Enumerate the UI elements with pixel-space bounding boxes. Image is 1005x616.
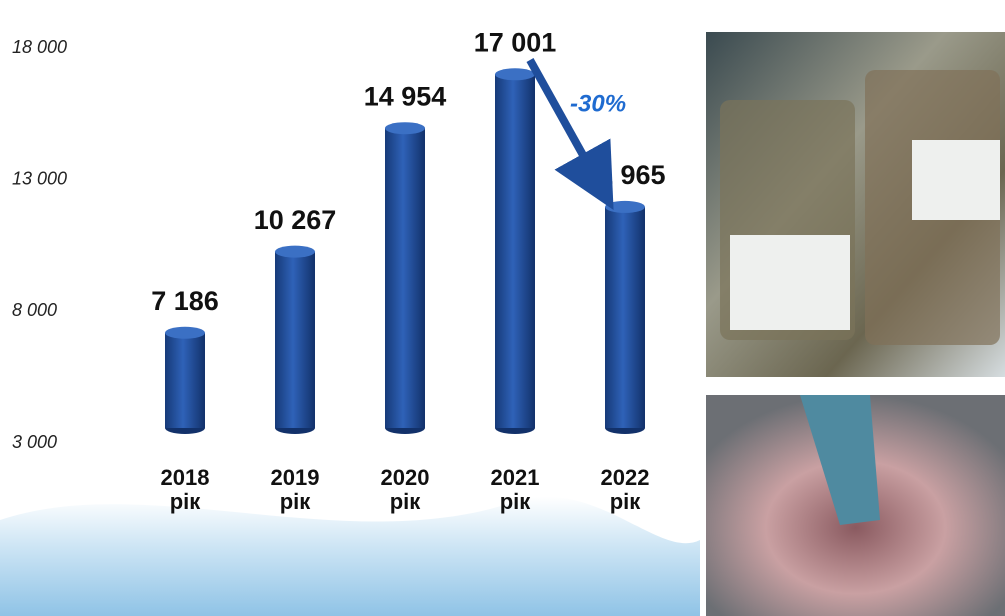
x-tick-label: 2018 рік <box>160 465 210 514</box>
x-tick-label: 2019 рік <box>270 465 320 514</box>
y-tick-label: 18 000 <box>12 37 67 57</box>
bar <box>385 128 425 428</box>
y-tick-label: 13 000 <box>12 168 67 188</box>
y-tick-label: 3 000 <box>12 432 57 452</box>
bottle-label <box>912 140 1000 220</box>
y-tick-label: 8 000 <box>12 300 57 320</box>
annotation: -30% <box>570 90 626 117</box>
bar <box>605 206 645 428</box>
hose <box>800 395 880 525</box>
value-label: 17 001 <box>474 27 557 57</box>
x-tick-label: 2021 рік <box>490 465 540 514</box>
bar <box>165 332 205 428</box>
x-tick-label: 2020 рік <box>380 465 430 514</box>
value-label: 10 267 <box>254 205 337 235</box>
water-background <box>0 496 700 616</box>
bar-cap <box>605 200 645 213</box>
value-label: 7 186 <box>151 286 219 316</box>
change-arrow <box>526 58 614 210</box>
bottle-label <box>730 235 850 330</box>
bar-cap <box>385 122 425 135</box>
x-tick-label: 2022 рік <box>600 465 650 514</box>
bar-cap <box>275 245 315 258</box>
value-label: 14 954 <box>364 81 447 111</box>
bar <box>495 74 535 428</box>
bar-cap <box>165 326 205 339</box>
bar <box>275 251 315 428</box>
bar-cap <box>495 68 535 81</box>
